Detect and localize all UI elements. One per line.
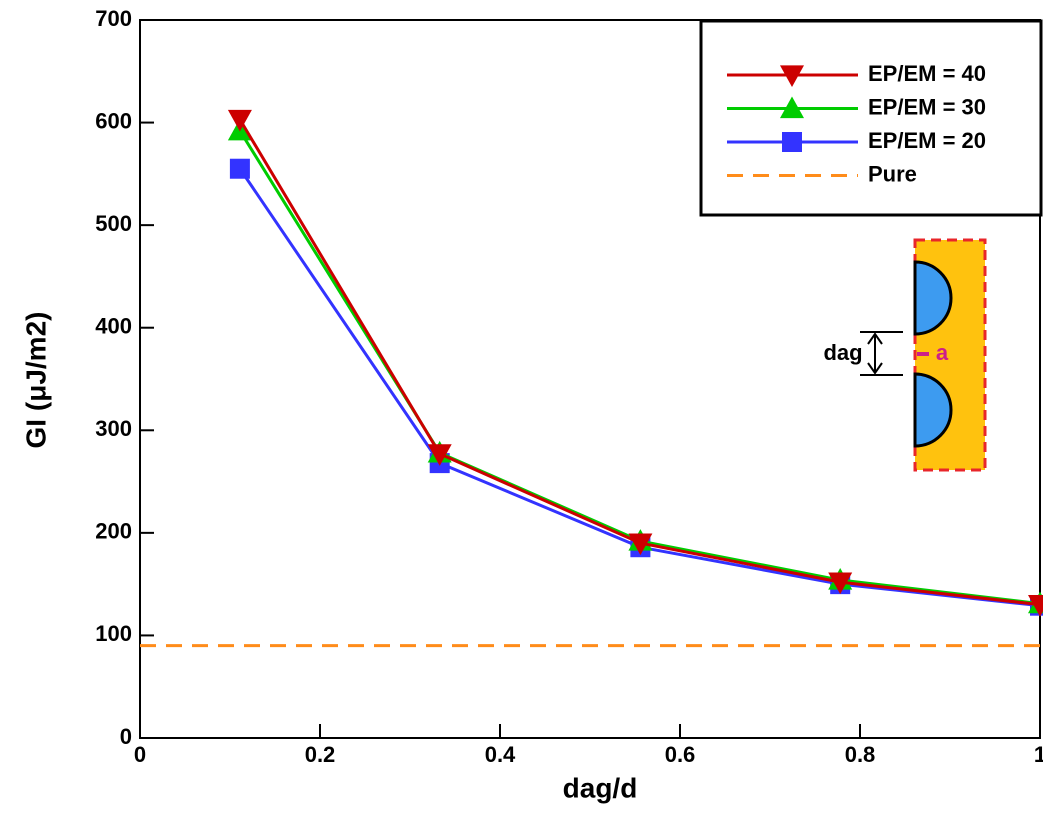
marker [628, 533, 653, 556]
y-tick-label: 100 [95, 621, 132, 646]
x-tick-label: 0.6 [665, 742, 696, 767]
marker [427, 444, 452, 466]
marker [1028, 595, 1043, 617]
x-tick-label: 0.8 [845, 742, 876, 767]
inset-particle [913, 372, 953, 448]
inset-gap-label: dag [823, 340, 862, 365]
y-tick-label: 0 [120, 724, 132, 749]
legend-label: EP/EM = 30 [868, 94, 986, 119]
x-tick-label: 1 [1034, 742, 1043, 767]
inset-diagram: dag a [823, 238, 987, 472]
y-tick-label: 300 [95, 416, 132, 441]
legend-label: Pure [868, 161, 917, 186]
marker [227, 109, 252, 132]
y-axis-label: GI (μJ/m2) [20, 312, 51, 449]
legend-box [699, 19, 1043, 217]
marker [780, 65, 804, 87]
y-tick-label: 400 [95, 314, 132, 339]
legend-label: EP/EM = 20 [868, 128, 986, 153]
legend: EP/EM = 40 EP/EM = 30 EP/EM = 20 Pure [699, 19, 1043, 217]
marker [828, 572, 853, 595]
inset-crack-label: a [936, 340, 949, 365]
y-tick-label: 600 [95, 108, 132, 133]
marker [780, 96, 804, 119]
y-tick-label: 500 [95, 211, 132, 236]
y-tick-label: 700 [95, 6, 132, 31]
inset-arrowheads [867, 332, 883, 375]
inset-particle [913, 260, 953, 336]
marker [782, 132, 802, 152]
y-tick-label: 200 [95, 519, 132, 544]
x-tick-label: 0.4 [485, 742, 516, 767]
plot-frame [139, 19, 1041, 739]
marker [229, 158, 250, 179]
x-axis-label: dag/d [563, 772, 638, 803]
x-tick-label: 0.2 [305, 742, 336, 767]
legend-label: EP/EM = 40 [868, 61, 986, 86]
x-tick-label: 0 [134, 742, 146, 767]
